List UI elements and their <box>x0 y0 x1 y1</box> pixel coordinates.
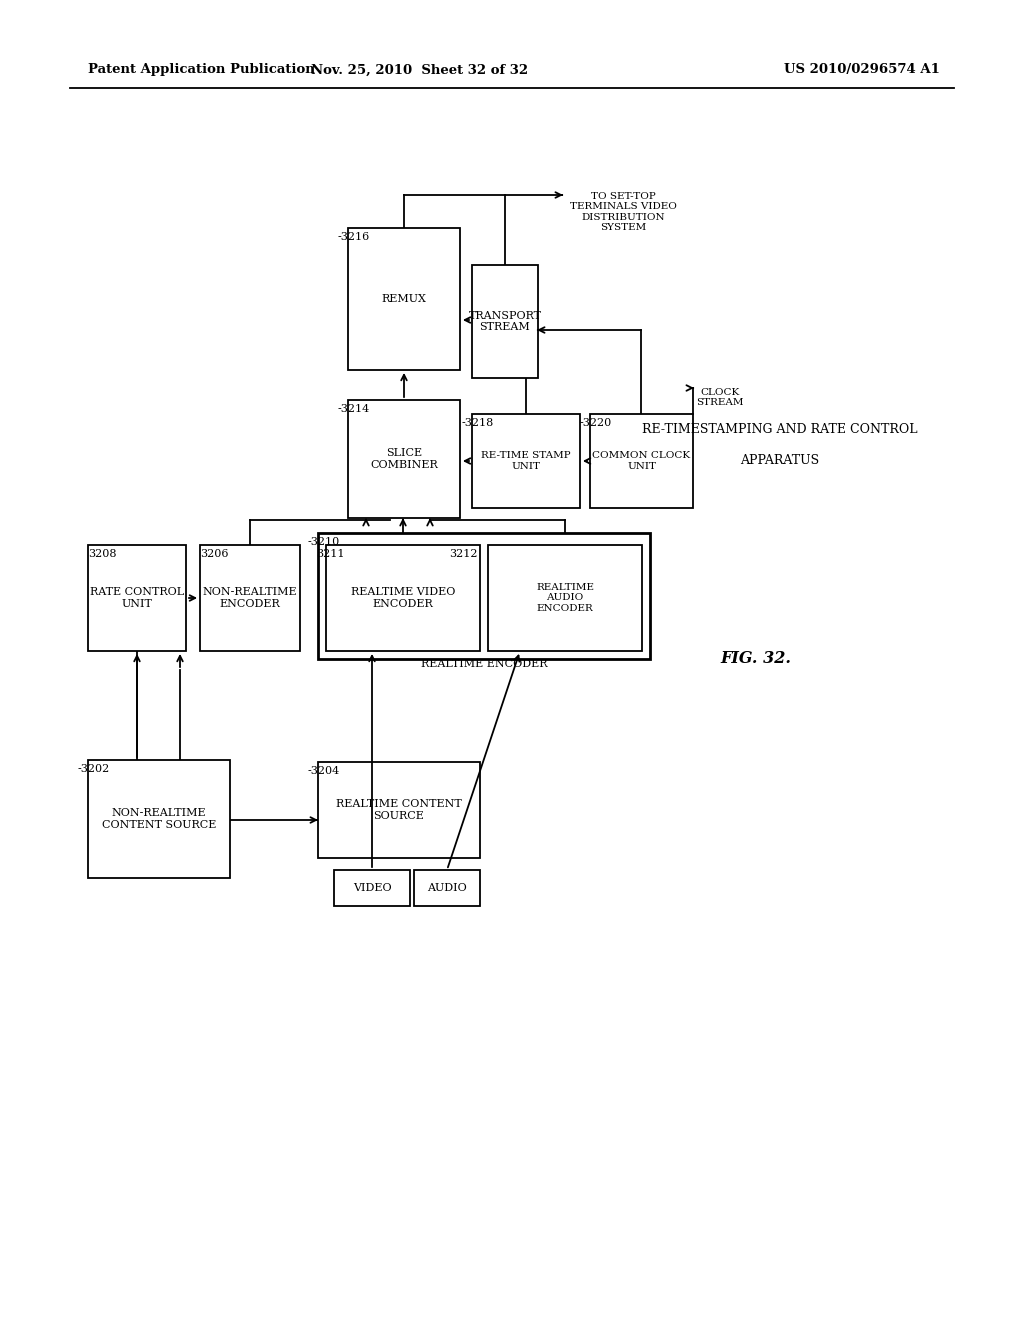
Text: SLICE
COMBINER: SLICE COMBINER <box>370 449 438 470</box>
Text: 3206: 3206 <box>200 549 228 558</box>
Text: 3212: 3212 <box>450 549 478 558</box>
Text: -3204: -3204 <box>308 766 340 776</box>
Text: REALTIME CONTENT
SOURCE: REALTIME CONTENT SOURCE <box>336 799 462 821</box>
FancyBboxPatch shape <box>88 760 230 878</box>
Text: Nov. 25, 2010  Sheet 32 of 32: Nov. 25, 2010 Sheet 32 of 32 <box>311 63 528 77</box>
Text: RE-TIMESTAMPING AND RATE CONTROL: RE-TIMESTAMPING AND RATE CONTROL <box>642 424 918 437</box>
Text: FIG. 32.: FIG. 32. <box>720 649 791 667</box>
Text: RATE CONTROL
UNIT: RATE CONTROL UNIT <box>90 587 184 609</box>
Text: REALTIME
AUDIO
ENCODER: REALTIME AUDIO ENCODER <box>536 583 594 612</box>
FancyBboxPatch shape <box>488 545 642 651</box>
FancyBboxPatch shape <box>472 265 538 378</box>
FancyBboxPatch shape <box>590 414 693 508</box>
FancyBboxPatch shape <box>472 414 580 508</box>
Text: REALTIME ENCODER: REALTIME ENCODER <box>421 659 547 669</box>
Text: CLOCK
STREAM: CLOCK STREAM <box>696 388 743 408</box>
Text: -3214: -3214 <box>338 404 371 414</box>
FancyBboxPatch shape <box>348 400 460 517</box>
FancyBboxPatch shape <box>414 870 480 906</box>
Text: -3220: -3220 <box>580 418 612 428</box>
FancyBboxPatch shape <box>200 545 300 651</box>
Text: US 2010/0296574 A1: US 2010/0296574 A1 <box>784 63 940 77</box>
Text: NON-REALTIME
CONTENT SOURCE: NON-REALTIME CONTENT SOURCE <box>101 808 216 830</box>
Text: 3208: 3208 <box>88 549 117 558</box>
Text: AUDIO: AUDIO <box>427 883 467 894</box>
FancyBboxPatch shape <box>334 870 410 906</box>
Text: 3211: 3211 <box>316 549 344 558</box>
FancyBboxPatch shape <box>326 545 480 651</box>
FancyBboxPatch shape <box>88 545 186 651</box>
FancyBboxPatch shape <box>348 228 460 370</box>
Text: NON-REALTIME
ENCODER: NON-REALTIME ENCODER <box>203 587 297 609</box>
Text: -3216: -3216 <box>338 232 371 242</box>
Text: Patent Application Publication: Patent Application Publication <box>88 63 314 77</box>
Text: TO SET-TOP
TERMINALS VIDEO
DISTRIBUTION
SYSTEM: TO SET-TOP TERMINALS VIDEO DISTRIBUTION … <box>570 191 677 232</box>
Text: COMMON CLOCK
UNIT: COMMON CLOCK UNIT <box>593 451 690 471</box>
Text: VIDEO: VIDEO <box>352 883 391 894</box>
Text: APPARATUS: APPARATUS <box>740 454 819 466</box>
Text: REMUX: REMUX <box>382 294 426 304</box>
FancyBboxPatch shape <box>318 533 650 659</box>
Text: -3218: -3218 <box>462 418 495 428</box>
Text: TRANSPORT
STREAM: TRANSPORT STREAM <box>469 310 542 333</box>
FancyBboxPatch shape <box>318 762 480 858</box>
Text: REALTIME VIDEO
ENCODER: REALTIME VIDEO ENCODER <box>351 587 456 609</box>
Text: -3210: -3210 <box>308 537 340 546</box>
Text: -3202: -3202 <box>78 764 111 774</box>
Text: RE-TIME STAMP
UNIT: RE-TIME STAMP UNIT <box>481 451 570 471</box>
